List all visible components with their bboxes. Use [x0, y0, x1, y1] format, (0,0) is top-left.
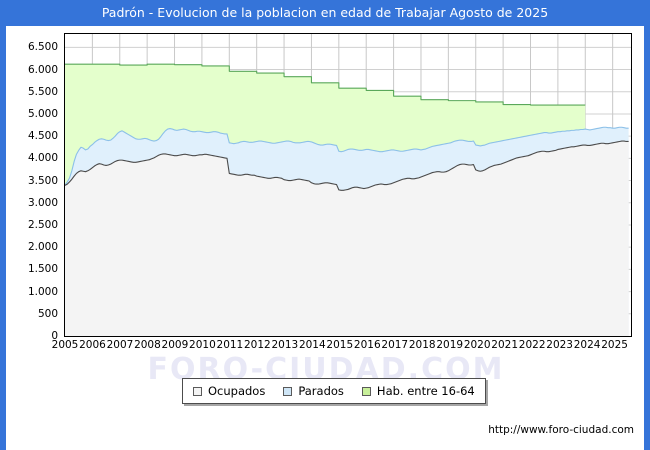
- y-axis-tick-label: 500: [37, 307, 58, 320]
- plot-area-wrapper: [64, 33, 632, 337]
- page-title: Padrón - Evolucion de la poblacion en ed…: [101, 5, 549, 20]
- x-axis-tick-label: 2022: [518, 339, 546, 351]
- legend-item-ocupados[interactable]: Ocupados: [193, 384, 265, 398]
- legend-swatch-icon: [193, 386, 202, 396]
- legend-item-parados[interactable]: Parados: [283, 384, 344, 398]
- y-axis-tick-label: 6.000: [27, 63, 58, 76]
- legend-swatch-icon: [361, 386, 371, 396]
- x-axis-tick-label: 2023: [546, 339, 573, 351]
- x-axis-tick-label: 2008: [134, 339, 161, 351]
- y-axis-tick-label: 0: [51, 330, 58, 342]
- x-axis-tick-label: 2020: [463, 339, 491, 351]
- x-axis-tick-label: 2024: [573, 339, 601, 351]
- x-axis-tick-label: 2018: [408, 339, 436, 351]
- x-axis-tick-label: 2012: [243, 339, 271, 351]
- x-axis-tick-label: 2007: [106, 339, 134, 351]
- x-axis-tick-label: 2025: [601, 339, 628, 351]
- y-axis-tick-label: 2.000: [27, 241, 58, 254]
- x-axis-tick-label: 2005: [51, 339, 79, 351]
- y-axis-tick-label: 5.000: [27, 107, 58, 120]
- x-axis-tick-label: 2017: [381, 339, 409, 351]
- footer-url: http://www.foro-ciudad.com: [488, 424, 634, 436]
- x-axis-tick-label: 2009: [161, 339, 189, 351]
- legend-swatch-icon: [283, 386, 293, 396]
- plot-area: [64, 33, 632, 337]
- chart-legend: Ocupados Parados Hab. entre 16-64: [182, 378, 486, 404]
- y-axis-tick-label: 2.500: [27, 218, 58, 231]
- legend-label: Hab. entre 16-64: [376, 384, 475, 398]
- y-axis-tick-label: 3.000: [27, 196, 58, 209]
- x-axis-tick-label: 2013: [271, 339, 299, 351]
- x-axis-labels: 2005 2006 2007 2008 2009 2010 2011 2012 2013 2014…: [52, 339, 632, 355]
- x-axis-tick-label: 2011: [216, 339, 244, 351]
- y-axis-tick-label: 4.500: [27, 130, 58, 143]
- y-axis-tick-label: 1.500: [27, 263, 58, 276]
- x-axis-tick-label: 2006: [79, 339, 106, 351]
- y-axis-tick-label: 5.500: [27, 85, 58, 98]
- x-axis-tick-label: 2014: [298, 339, 326, 351]
- legend-item-hab-16-64[interactable]: Hab. entre 16-64: [361, 384, 475, 398]
- x-axis-tick-label: 2015: [326, 339, 354, 351]
- x-axis-tick-label: 2010: [189, 339, 216, 351]
- legend-label: Parados: [298, 384, 344, 398]
- y-axis-tick-label: 3.500: [27, 174, 58, 187]
- legend-label: Ocupados: [208, 384, 266, 398]
- x-axis-tick-label: 2016: [353, 339, 381, 351]
- y-axis-tick-label: 4.000: [27, 152, 58, 165]
- y-axis-tick-label: 6.500: [27, 41, 58, 54]
- y-axis-tick-label: 1.000: [27, 285, 58, 298]
- x-axis-tick-label: 2021: [491, 339, 519, 351]
- x-axis-tick-label: 2019: [436, 339, 464, 351]
- y-axis-labels: 0 500 1.000 1.500 2.000 2.500 3.000 3.500 4.000 4…: [6, 33, 62, 342]
- window-title-bar: Padrón - Evolucion de la poblacion en ed…: [0, 0, 650, 26]
- chart-svg: [65, 34, 631, 336]
